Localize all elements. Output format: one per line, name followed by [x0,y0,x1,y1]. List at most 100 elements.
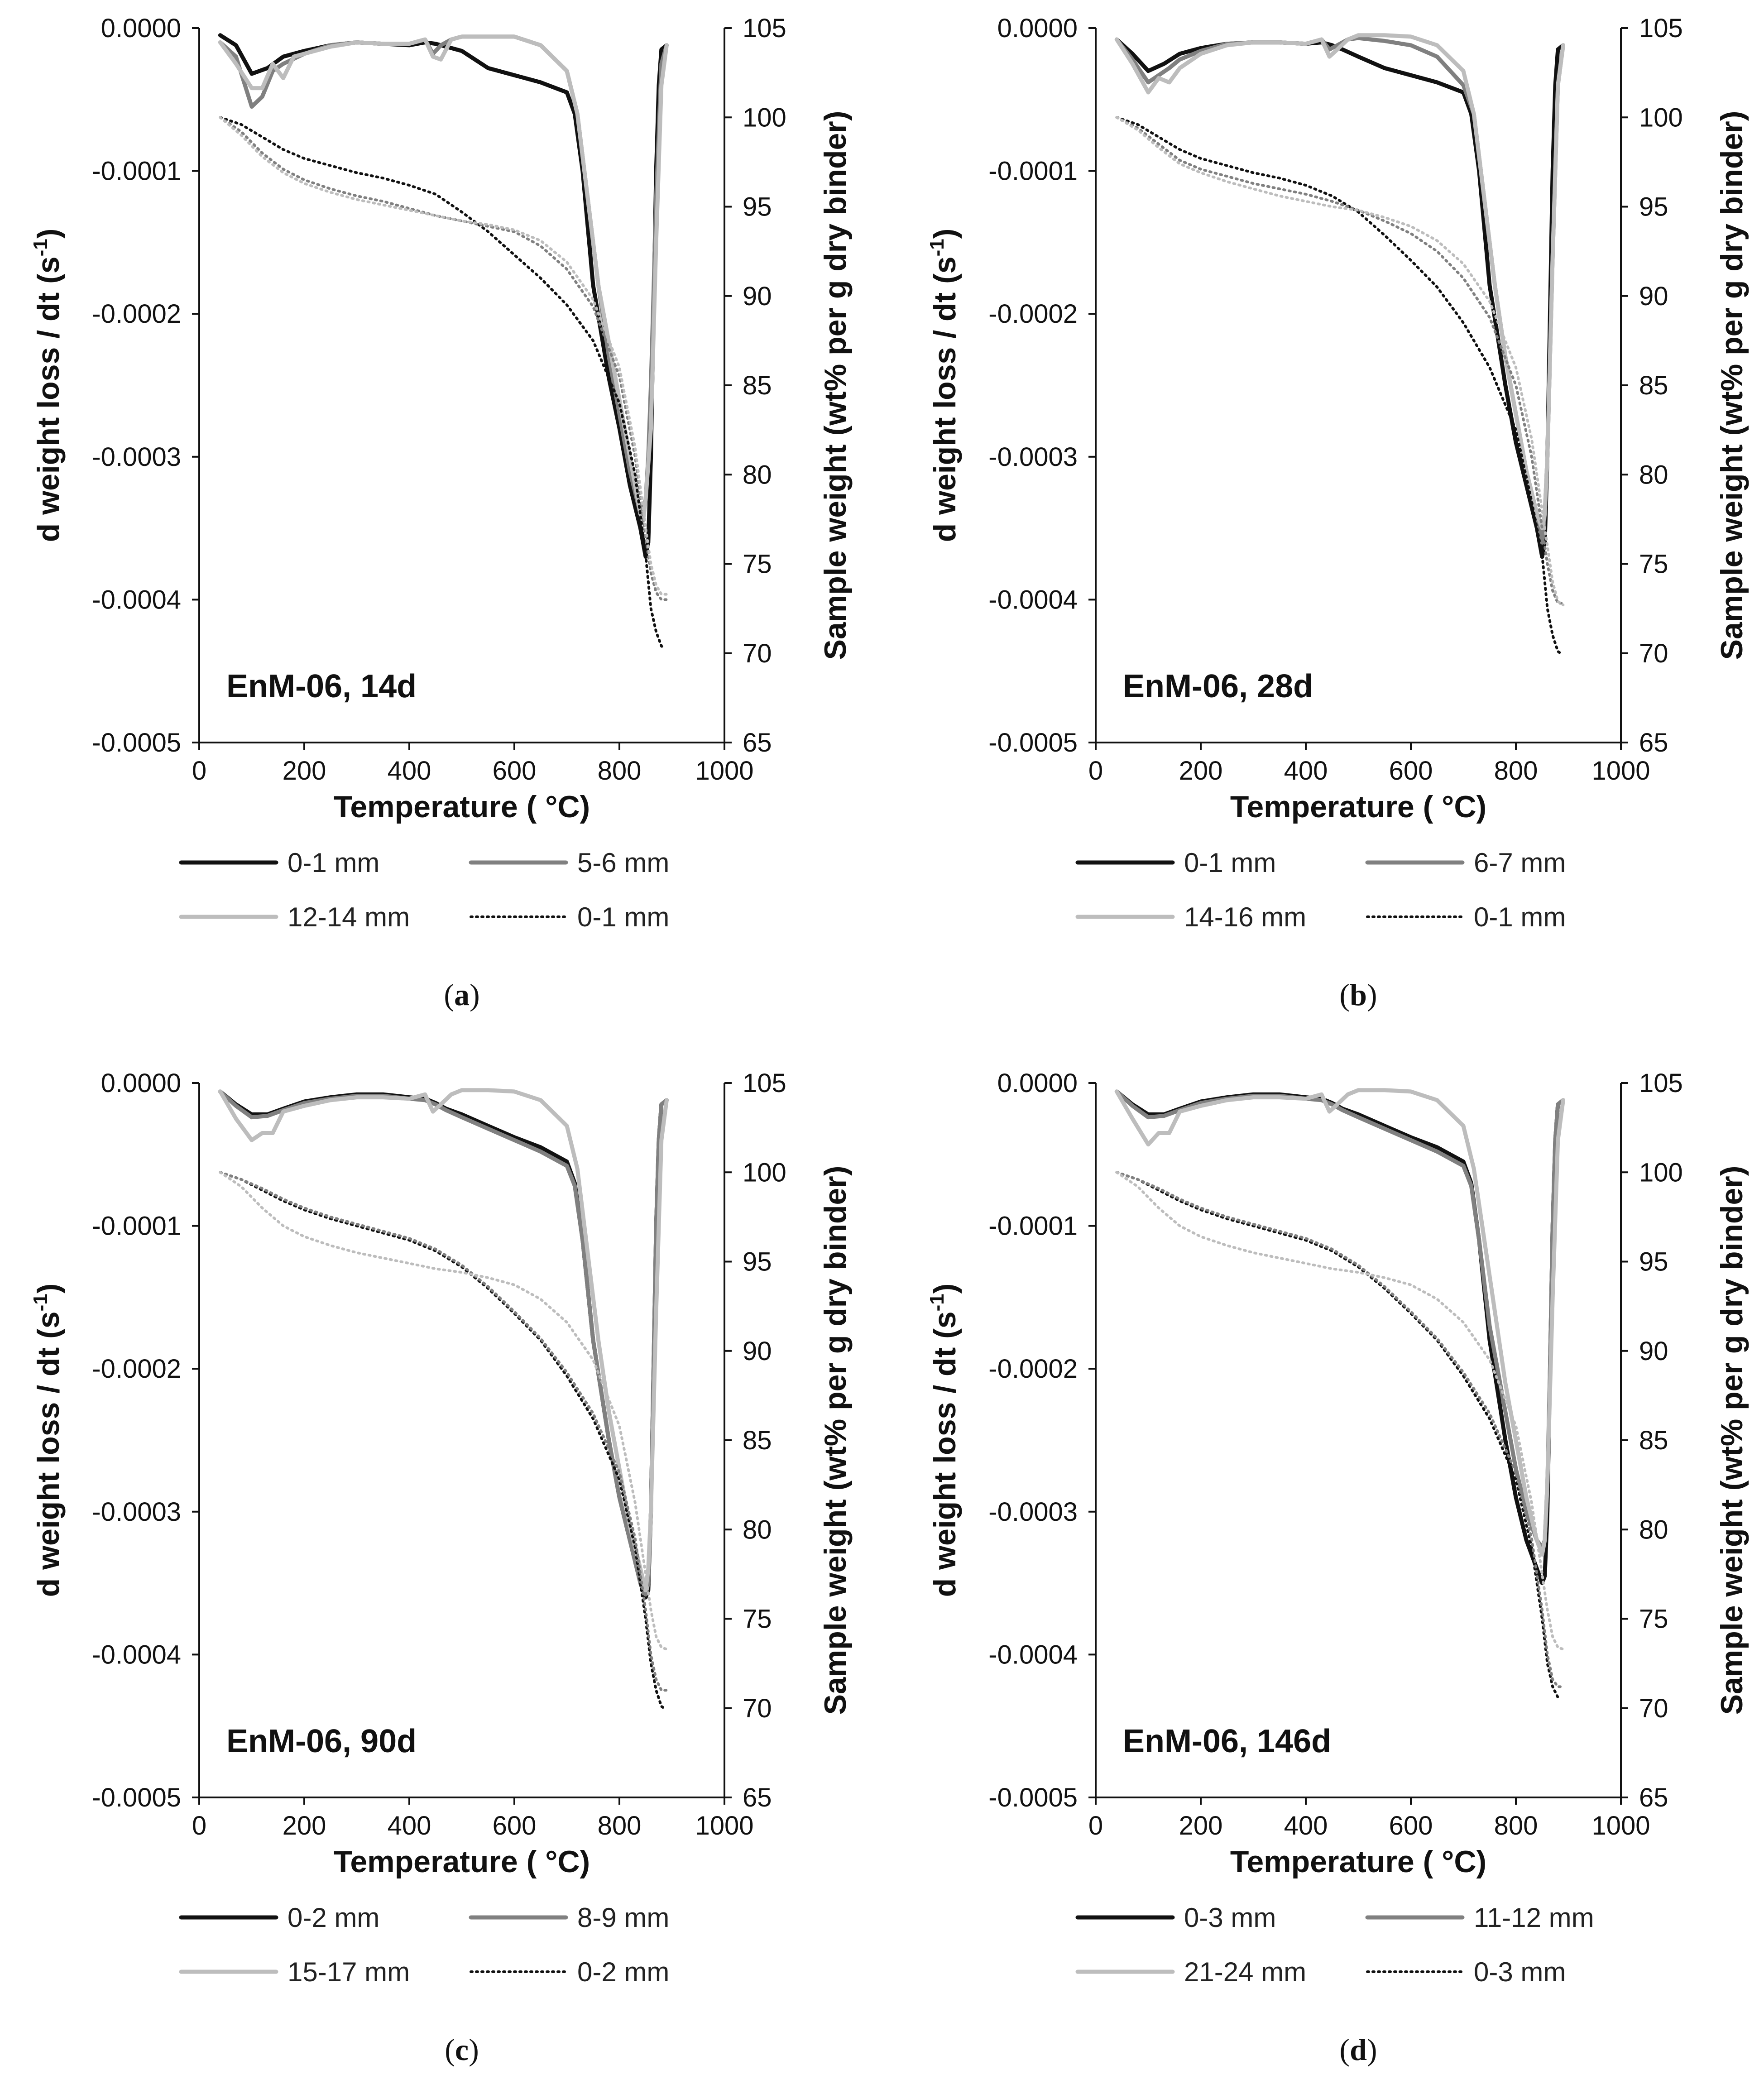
panel-caption: (a) [444,978,479,1012]
x-tick-label: 800 [1494,756,1538,786]
y-axis-label-main: d weight loss / dt (s [31,256,66,542]
y2-tick-label: 90 [1639,282,1668,311]
series-line-14-16-mm-right [1115,116,1565,607]
series-line-0-2-mm-right [219,1171,666,1710]
legend-label: 0-1 mm [1474,902,1566,932]
x-tick-label: 800 [598,1811,642,1840]
y-axis-label-sup: -1 [29,1294,52,1311]
y-axis-label-main: d weight loss / dt (s [928,1311,962,1597]
x-tick-label: 400 [1284,756,1328,786]
x-tick-label: 200 [1179,1811,1223,1840]
legend-label: 15-17 mm [288,1957,410,1987]
panel-caption: (b) [1339,978,1377,1012]
caption-close: ) [1367,2032,1377,2067]
y2-axis-label: Sample weight (wt% per g dry binder) [818,1166,853,1715]
x-axis-label: Temperature ( °C) [334,790,590,824]
x-tick-label: 0 [1088,1811,1103,1840]
series-line-0-1-mm-right [219,116,666,649]
caption-close: ) [469,2032,479,2067]
y-tick-label: 0.0000 [997,1069,1078,1098]
legend-label: 14-16 mm [1184,902,1306,932]
y2-tick-label: 95 [743,1247,772,1277]
x-tick-label: 1000 [695,756,753,786]
y2-tick-label: 70 [1639,639,1668,668]
y-tick-label: -0.0003 [92,442,181,472]
series-line-21-24-mm-right [1115,1171,1565,1651]
y2-tick-label: 85 [743,1426,772,1455]
x-tick-label: 800 [1494,1811,1538,1840]
legend-label: 0-2 mm [577,1957,669,1987]
caption-open: ( [1339,978,1350,1012]
y2-tick-label: 75 [743,550,772,579]
x-tick-label: 600 [493,1811,537,1840]
y-axis-label: d weight loss / dt (s-1) [926,1284,962,1597]
y2-tick-label: 65 [743,728,772,757]
y2-tick-label: 65 [1639,728,1668,757]
series-line-0-3-mm-left [1114,1089,1565,1586]
caption-letter: c [455,2032,469,2067]
y-tick-label: -0.0005 [988,1783,1078,1812]
y-tick-label: -0.0002 [92,299,181,329]
y-tick-label: -0.0005 [988,728,1078,757]
y2-tick-label: 75 [743,1605,772,1634]
y2-tick-label: 80 [743,460,772,489]
series-line-14-16-mm-left [1114,33,1565,531]
y2-tick-label: 95 [743,192,772,222]
plot-title: EnM-06, 28d [1123,668,1313,704]
y-tick-label: -0.0005 [92,728,181,757]
x-tick-label: 400 [1284,1811,1328,1840]
chart-panel-b: 0 200 400 600 800 1000 0.0000 -0.0001 -0.0002 -0.… [926,14,1749,1012]
y-tick-label: -0.0003 [92,1497,181,1527]
chart-panel-d: 0 200 400 600 800 1000 0.0000 -0.0001 -0.0002 -0.… [926,1069,1749,2067]
y2-tick-label: 70 [743,639,772,668]
legend-label: 21-24 mm [1184,1957,1306,1987]
x-tick-label: 600 [493,756,537,786]
x-axis-label: Temperature ( °C) [334,1845,590,1879]
x-tick-label: 200 [1179,756,1223,786]
y-tick-label: 0.0000 [997,14,1078,43]
x-tick-label: 400 [388,756,431,786]
y2-axis-label: Sample weight (wt% per g dry binder) [1715,1166,1749,1715]
plot-title: EnM-06, 146d [1123,1723,1331,1759]
chart-panel-c: 0 200 400 600 800 1000 0.0000 -0.0001 -0.0002 -0.… [29,1069,853,2067]
y2-tick-label: 95 [1639,192,1668,222]
y-tick-label: -0.0003 [988,442,1078,472]
caption-letter: b [1350,978,1367,1012]
y-axis-label: d weight loss / dt (s-1) [29,1284,66,1597]
x-tick-label: 0 [1088,756,1103,786]
caption-close: ) [1367,978,1377,1012]
legend-label: 8-9 mm [577,1902,669,1933]
legend-label: 0-3 mm [1184,1902,1276,1933]
y-axis-label-main: d weight loss / dt (s [31,1311,66,1597]
y2-tick-label: 65 [1639,1783,1668,1812]
y2-tick-label: 80 [743,1515,772,1544]
y2-tick-label: 105 [743,1069,786,1098]
y2-tick-label: 75 [1639,1605,1668,1634]
caption-close: ) [470,978,480,1012]
y-axis-label-end: ) [31,1284,66,1294]
y2-tick-label: 105 [743,14,786,43]
y-tick-label: -0.0001 [92,1212,181,1241]
x-tick-label: 1000 [1591,1811,1650,1840]
legend-label: 5-6 mm [577,848,669,878]
series-line-12-14-mm-right [219,116,668,596]
series-line-12-14-mm-left [218,34,669,523]
x-tick-label: 200 [283,756,326,786]
y-tick-label: 0.0000 [101,14,181,43]
y-axis-label-end: ) [31,229,66,239]
x-tick-label: 1000 [695,1811,753,1840]
y-tick-label: -0.0002 [988,299,1078,329]
y2-tick-label: 100 [1639,103,1683,132]
y-tick-label: -0.0002 [988,1354,1078,1384]
y2-tick-label: 100 [1639,1158,1683,1187]
legend-label: 6-7 mm [1474,848,1566,878]
x-tick-label: 200 [283,1811,326,1840]
series-line-0-1-mm-right [1115,116,1562,655]
y2-tick-label: 70 [1639,1694,1668,1723]
x-tick-label: 600 [1389,756,1433,786]
panel-caption: (c) [445,2032,479,2067]
y2-tick-label: 90 [743,282,772,311]
y-axis-label-sup: -1 [926,239,948,256]
y-tick-label: -0.0004 [988,585,1078,614]
series-line-21-24-mm-left [1114,1088,1565,1557]
